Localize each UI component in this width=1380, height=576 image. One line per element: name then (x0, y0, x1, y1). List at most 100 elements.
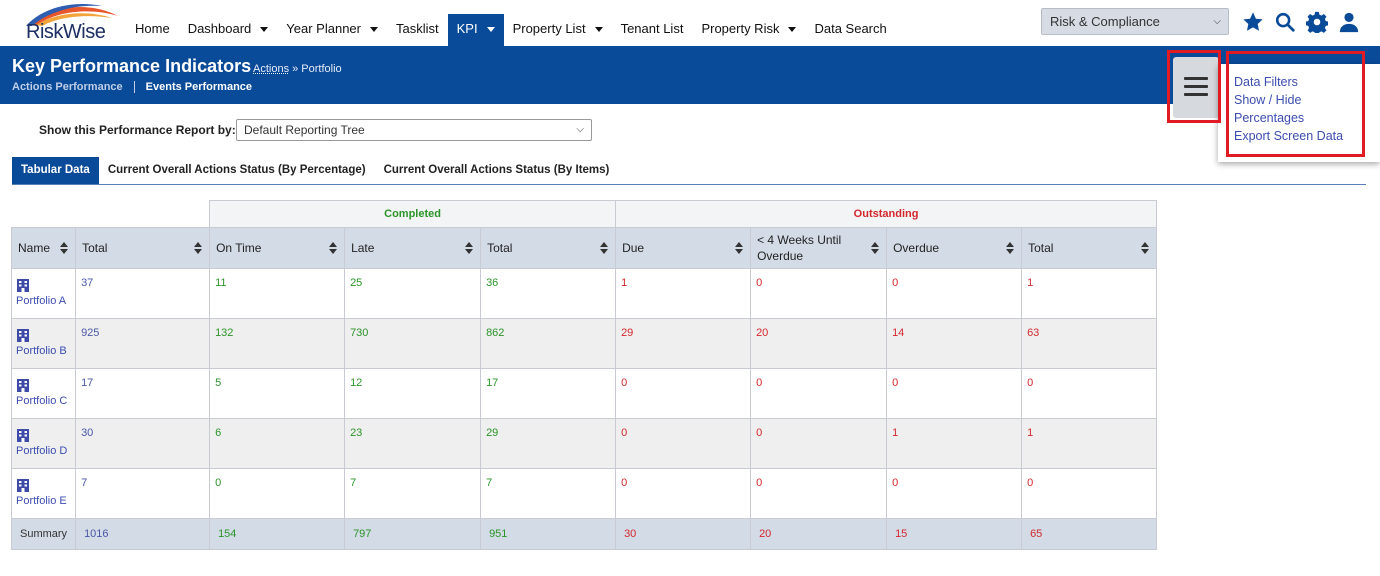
value-cell: 0 (615, 418, 752, 469)
nav-item-property-risk[interactable]: Property Risk (692, 14, 805, 46)
value-cell: 1 (615, 268, 752, 319)
value-cell: 17 (480, 368, 617, 419)
tab-tabular-data[interactable]: Tabular Data (12, 157, 99, 184)
nav-item-data-search[interactable]: Data Search (805, 14, 895, 46)
portfolio-link[interactable]: Portfolio C (16, 395, 68, 407)
column-header-label: Late (351, 241, 375, 255)
tab-status-by-percentage[interactable]: Current Overall Actions Status (By Perce… (107, 164, 366, 176)
column-header-4[interactable]: Total (480, 227, 617, 269)
report-tree-select[interactable]: Default Reporting Tree ⌵ (236, 119, 592, 141)
subnav-divider (133, 81, 135, 93)
nav-item-year-planner[interactable]: Year Planner (277, 14, 387, 46)
menu-item-export-screen-data[interactable]: Export Screen Data (1234, 129, 1344, 143)
column-header-3[interactable]: Late (344, 227, 482, 269)
value-cell: 0 (1021, 368, 1158, 419)
nav-item-label: Property List (512, 21, 586, 36)
portfolio-link[interactable]: Portfolio A (16, 295, 67, 307)
module-select-value: Risk & Compliance (1050, 14, 1160, 29)
breadcrumb-actions-link[interactable]: Actions (253, 63, 290, 75)
value-cell: 29 (480, 418, 617, 469)
caret-down-icon (260, 27, 269, 32)
nav-item-label: Home (135, 21, 170, 36)
nav-item-tenant-list[interactable]: Tenant List (612, 14, 693, 46)
value-cell: 1 (886, 418, 1023, 469)
value-cell: 17 (75, 368, 211, 419)
value-cell: 0 (615, 368, 752, 419)
tab-status-by-items[interactable]: Current Overall Actions Status (By Items… (383, 164, 610, 176)
column-header-6[interactable]: < 4 Weeks Until Overdue (750, 227, 888, 269)
value-cell: 1 (1021, 268, 1158, 319)
main-nav: Home Dashboard Year Planner Tasklist KPI Prop… (126, 14, 896, 46)
group-header-outstanding: Outstanding (615, 200, 1158, 228)
value-cell: 5 (209, 368, 346, 419)
summary-value-cell: 154 (209, 518, 346, 550)
nav-item-label: KPI (456, 21, 478, 36)
report-tabs: Tabular Data Current Overall Actions Sta… (12, 157, 618, 184)
riskwise-logo[interactable]: RiskWise (22, 2, 122, 43)
caret-down-icon (486, 27, 495, 32)
table-row: Portfolio A 37 11 25 36 1 0 0 1 (10, 268, 1158, 319)
value-cell: 0 (750, 468, 888, 519)
nav-item-property-list[interactable]: Property List (504, 14, 612, 46)
menu-toggle-button[interactable] (1173, 57, 1219, 118)
value-cell: 11 (209, 268, 346, 319)
value-cell: 7 (480, 468, 617, 519)
building-icon (17, 329, 29, 342)
column-header-8[interactable]: Total (1021, 227, 1158, 269)
module-select[interactable]: Risk & Compliance ⌵ (1041, 8, 1229, 35)
search-icon[interactable] (1274, 11, 1296, 33)
sub-nav: Actions Performance Events Performance (12, 81, 252, 93)
column-header-label: Total (1028, 241, 1054, 255)
nav-item-label: Tasklist (395, 21, 439, 36)
column-header-label: Total (487, 241, 513, 255)
sort-icon (329, 242, 338, 254)
nav-item-home[interactable]: Home (126, 14, 179, 46)
portfolio-link[interactable]: Portfolio D (16, 445, 68, 457)
breadcrumb: Actions » Portfolio (253, 63, 342, 75)
user-icon[interactable] (1338, 11, 1360, 33)
nav-item-dashboard[interactable]: Dashboard (179, 14, 278, 46)
subnav-actions-performance[interactable]: Actions Performance (12, 81, 123, 93)
table-row: Portfolio B 925 132 730 862 29 20 14 63 (10, 318, 1158, 369)
summary-label: Summary (10, 518, 77, 550)
value-cell: 862 (480, 318, 617, 369)
table-row: Portfolio C 17 5 12 17 0 0 0 0 (10, 368, 1158, 419)
menu-item-percentages[interactable]: Percentages (1234, 111, 1305, 125)
column-header-label: < 4 Weeks Until Overdue (757, 233, 842, 263)
gear-icon[interactable] (1306, 11, 1328, 33)
kpi-table: Completed Outstanding Name Total On Time La… (10, 200, 1158, 550)
menu-item-data-filters[interactable]: Data Filters (1234, 75, 1298, 89)
summary-value-cell: 1016 (75, 518, 211, 550)
caret-down-icon (788, 27, 797, 32)
column-header-2[interactable]: On Time (209, 227, 346, 269)
column-header-1[interactable]: Total (75, 227, 211, 269)
column-header-5[interactable]: Due (615, 227, 752, 269)
value-cell: 0 (886, 368, 1023, 419)
page-title: Key Performance Indicators (12, 56, 252, 76)
column-header-0[interactable]: Name (10, 227, 77, 269)
summary-value-cell: 951 (480, 518, 617, 550)
sort-icon (1141, 242, 1150, 254)
portfolio-link[interactable]: Portfolio E (16, 495, 67, 507)
sort-icon (465, 242, 474, 254)
value-cell: 23 (344, 418, 482, 469)
tab-underline (12, 184, 1366, 185)
subnav-events-performance[interactable]: Events Performance (145, 81, 253, 93)
chevron-down-icon: ⌵ (576, 124, 584, 135)
report-tree-select-value: Default Reporting Tree (244, 123, 365, 137)
menu-item-show-hide[interactable]: Show / Hide (1234, 93, 1302, 107)
portfolio-link[interactable]: Portfolio B (16, 345, 67, 357)
sort-icon (871, 242, 880, 254)
column-header-7[interactable]: Overdue (886, 227, 1023, 269)
building-icon (17, 479, 29, 492)
nav-item-tasklist[interactable]: Tasklist (387, 14, 448, 46)
nav-item-kpi[interactable]: KPI (447, 14, 504, 46)
column-header-label: Name (18, 241, 51, 255)
star-icon[interactable] (1242, 11, 1264, 33)
column-header-label: Total (82, 241, 108, 255)
value-cell: 925 (75, 318, 211, 369)
caret-down-icon (594, 27, 603, 32)
value-cell: 30 (75, 418, 211, 469)
value-cell: 25 (344, 268, 482, 319)
